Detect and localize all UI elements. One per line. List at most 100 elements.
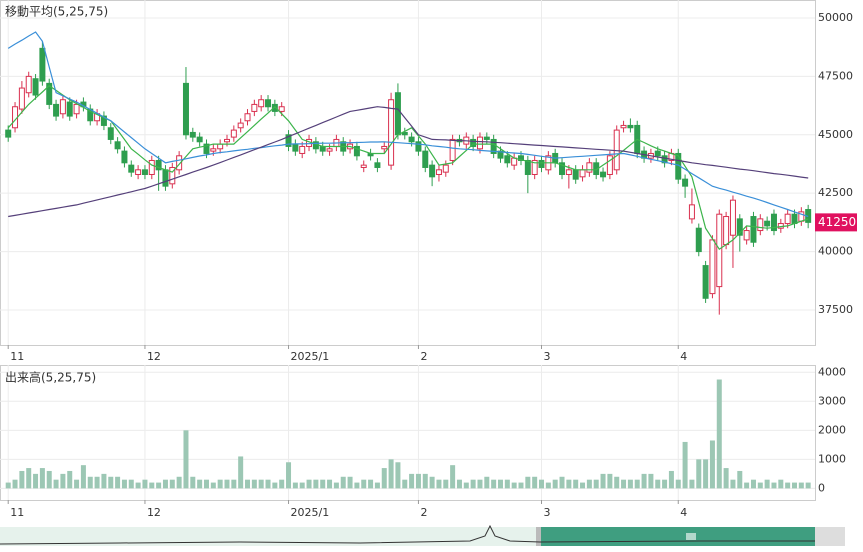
volume-bar [121, 479, 127, 489]
candle-body [702, 265, 709, 299]
candle-body [278, 106, 285, 112]
candle-body [572, 169, 579, 180]
y-tick-label: 2000 [818, 423, 846, 436]
volume-bar [46, 470, 52, 489]
candle-body [627, 124, 634, 129]
volume-bar [128, 479, 134, 489]
volume-bar [675, 479, 681, 489]
moving-average-line [7, 84, 809, 251]
navigator-end [815, 527, 845, 546]
volume-bar [272, 482, 278, 489]
volume-bar [450, 465, 456, 489]
x-tick-label: 3 [544, 350, 551, 363]
volume-bar [593, 479, 599, 489]
candle-body [613, 129, 620, 171]
volume-bar [217, 479, 223, 489]
candle-body [66, 101, 73, 117]
candle-body [162, 169, 169, 187]
candle-body [128, 164, 135, 173]
volume-bar [190, 476, 196, 489]
volume-bar [456, 479, 462, 489]
volume-bar [162, 479, 168, 489]
volume-bar [176, 476, 182, 489]
volume-bar [286, 462, 292, 489]
candle-body [271, 103, 278, 112]
candle-body [388, 99, 395, 166]
candle-body [203, 143, 210, 154]
candle-body [100, 115, 107, 126]
candle-body [394, 92, 401, 136]
volume-bar [149, 482, 155, 489]
last-price-tag [815, 213, 857, 232]
navigator-selection[interactable] [540, 527, 815, 546]
candle-body [709, 239, 716, 295]
volume-bar [511, 482, 517, 489]
candle-body [449, 138, 456, 161]
candle-body [750, 216, 757, 243]
candle-body [258, 99, 265, 108]
volume-bar [744, 482, 750, 489]
candle-body [435, 169, 442, 175]
volume-bar [648, 473, 654, 489]
last-price-label: 41250 [818, 215, 856, 229]
y-tick-label: 0 [818, 481, 825, 494]
candle-body [511, 157, 518, 166]
volume-bar [361, 479, 367, 489]
volume-bar [497, 479, 503, 489]
candle-body [429, 164, 436, 178]
y-tick-label: 4000 [818, 365, 846, 378]
navigator-handle[interactable] [536, 527, 541, 546]
candle-body [114, 141, 121, 150]
volume-bar [750, 479, 756, 489]
candle-body [251, 103, 258, 112]
volume-bar [368, 479, 374, 489]
candle-body [32, 78, 39, 96]
candle-body [299, 145, 306, 154]
candle-body [736, 218, 743, 236]
volume-bar [614, 476, 620, 489]
candle-body [784, 213, 791, 225]
candle-body [579, 169, 586, 178]
candle-body [374, 162, 381, 168]
candle-body [121, 150, 128, 164]
candle-body [176, 155, 183, 171]
volume-bar [265, 479, 271, 489]
volume-bar [785, 482, 791, 489]
candle-body [39, 47, 46, 82]
candle-body [73, 103, 80, 115]
candle-body [285, 134, 292, 147]
navigator-grip[interactable] [686, 533, 696, 540]
candle-body [695, 227, 702, 253]
volume-bar [108, 476, 114, 489]
volume-bar [142, 479, 148, 489]
volume-bar [299, 482, 305, 489]
volume-bar [19, 470, 25, 489]
volume-bar [682, 441, 688, 489]
candle-body [654, 150, 661, 157]
candle-body [661, 155, 668, 164]
volume-bar [463, 482, 469, 489]
x-tick-label: 11 [10, 350, 24, 363]
volume-bar [26, 468, 32, 489]
navigator-line [0, 524, 815, 545]
volume-bar [621, 479, 627, 489]
y-tick-label: 1000 [818, 452, 846, 465]
candle-body [148, 159, 155, 175]
y-tick-label: 40000 [818, 245, 853, 258]
x-tick-label: 2 [420, 506, 427, 519]
volume-bar [573, 479, 579, 489]
volume-bar [689, 479, 695, 489]
volume-bar [210, 482, 216, 489]
navigator[interactable] [0, 524, 845, 546]
y-tick-label: 37500 [818, 303, 853, 316]
volume-bar [539, 479, 545, 489]
volume-bar [791, 482, 797, 489]
candle-body [237, 122, 244, 129]
volume-bar [224, 479, 230, 489]
volume-bar [477, 479, 483, 489]
candle-body [716, 213, 723, 288]
volume-bar [333, 482, 339, 489]
